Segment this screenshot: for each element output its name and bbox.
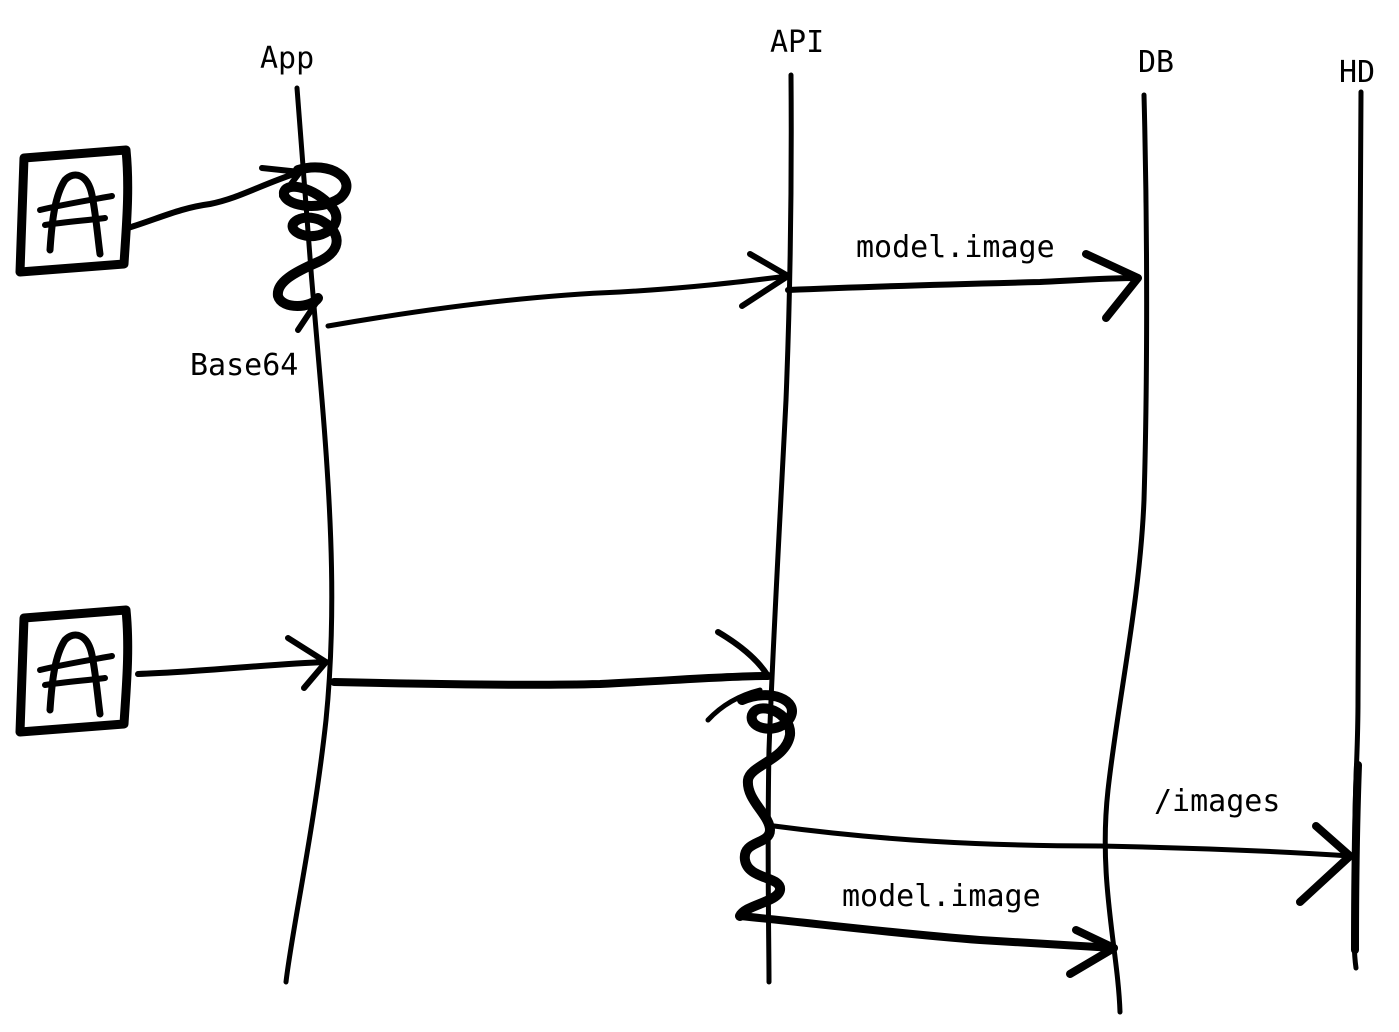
message-api-to-db-1: model.image	[785, 230, 1142, 322]
lifeline-hd: HD	[1339, 55, 1375, 971]
lifeline-api: API	[765, 25, 824, 985]
lifeline-hd-label: HD	[1339, 55, 1375, 90]
message-label-base64: Base64	[190, 348, 298, 383]
message-label-images: /images	[1154, 784, 1280, 819]
message-api-to-db-2: model.image	[736, 879, 1118, 978]
scribble-process-icon	[272, 162, 352, 333]
lifeline-db: DB	[1102, 45, 1174, 1015]
message-image2-to-app	[135, 635, 329, 691]
message-app-to-api-2	[330, 629, 772, 689]
message-label-model-image-2: model.image	[842, 879, 1041, 914]
message-label-model-image-1: model.image	[856, 230, 1055, 265]
lifeline-db-label: DB	[1138, 45, 1174, 80]
image-icon	[15, 145, 133, 277]
message-api-to-hd: /images	[771, 784, 1354, 906]
lifeline-api-label: API	[770, 25, 824, 60]
lifeline-app: App	[260, 41, 335, 985]
message-app-to-api-1: Base64	[190, 251, 791, 383]
lifeline-app-label: App	[260, 41, 314, 76]
scribble-process-icon	[705, 687, 797, 921]
image-icon	[15, 605, 133, 737]
message-image1-to-app	[125, 165, 303, 231]
